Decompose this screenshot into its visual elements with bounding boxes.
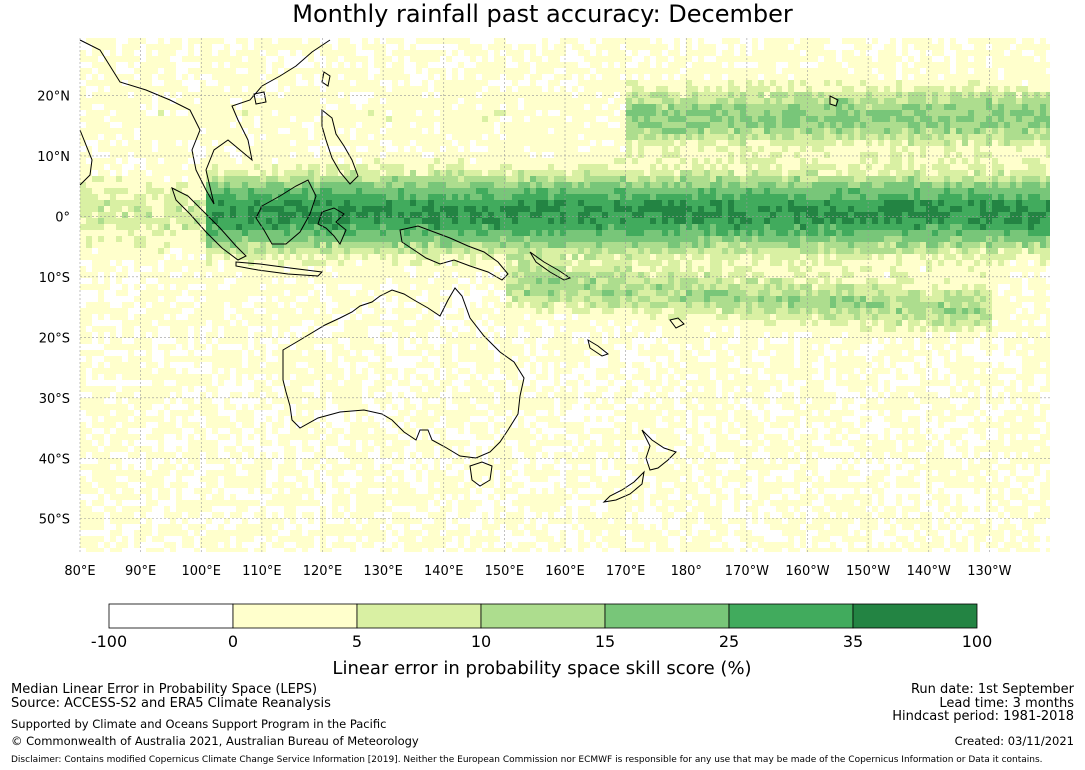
philippines-coastline: [321, 108, 359, 185]
lat-label: 20°S: [39, 331, 70, 346]
colorbar-bin: [728, 603, 854, 629]
lon-label: 80°E: [64, 564, 95, 579]
lon-label: 160°E: [545, 564, 585, 579]
footer-hindcast: Hindcast period: 1981-2018: [892, 709, 1074, 724]
lat-label: 40°S: [39, 452, 70, 467]
map-title: Monthly rainfall past accuracy: December: [292, 0, 793, 28]
lon-label: 100°E: [181, 564, 221, 579]
colorbar: [108, 603, 978, 629]
colorbar-tick: 35: [843, 632, 863, 651]
lon-label: 130°W: [967, 564, 1011, 579]
colorbar-tick: 0: [228, 632, 238, 651]
colorbar-bin: [852, 603, 978, 629]
lon-label: 170°E: [606, 564, 646, 579]
footer-disclaimer: Disclaimer: Contains modified Copernicus…: [11, 755, 1043, 765]
nz-south-coastline: [602, 470, 645, 503]
lat-label: 10°S: [39, 271, 70, 286]
colorbar-bin: [480, 603, 606, 629]
colorbar-bin: [108, 603, 234, 629]
colorbar-bin: [232, 603, 358, 629]
colorbar-tick: 5: [352, 632, 362, 651]
sumatra-coastline: [171, 187, 247, 261]
lon-label: 180°: [671, 564, 702, 579]
lon-label: 140°E: [424, 564, 464, 579]
latitude-labels: 20°N 10°N 0° 10°S 20°S 30°S 40°S 50°S: [37, 89, 70, 527]
borneo-coastline: [255, 179, 317, 245]
hawaii-coastline: [829, 95, 839, 107]
java-coastline: [235, 261, 324, 277]
lat-label: 50°S: [39, 513, 70, 528]
skill-map: 20°N 10°N 0° 10°S 20°S 30°S 40°S 50°S 80°E 90°E 1…: [37, 38, 1050, 679]
lon-label: 150°W: [846, 564, 890, 579]
lat-label: 10°N: [37, 150, 70, 165]
australia-coastline: [282, 287, 525, 459]
lat-label: 30°S: [39, 392, 70, 407]
new-caledonia-coastline: [587, 338, 610, 357]
fiji-coastline: [669, 317, 685, 329]
colorbar-tick: 15: [595, 632, 615, 651]
lon-label: 150°E: [485, 564, 525, 579]
footer-created: Created: 03/11/2021: [954, 734, 1074, 748]
colorbar-tick: 25: [719, 632, 739, 651]
lon-label: 140°W: [907, 564, 951, 579]
lat-label: 0°: [55, 210, 70, 225]
coastlines: [79, 39, 839, 503]
graticule: [79, 38, 1050, 552]
colorbar-tick: 100: [962, 632, 993, 651]
longitude-labels: 80°E 90°E 100°E 110°E 120°E 130°E 140°E 150°E 16…: [64, 564, 1011, 579]
footer-run-date: Run date: 1st September: [910, 682, 1074, 697]
colorbar-label: Linear error in probability space skill …: [332, 658, 751, 679]
footer-support: Supported by Climate and Oceans Support …: [11, 717, 387, 731]
footer-source: Source: ACCESS-S2 and ERA5 Climate Reana…: [11, 696, 331, 711]
hainan-coastline: [253, 91, 267, 105]
lon-label: 170°W: [725, 564, 769, 579]
colorbar-bin: [356, 603, 482, 629]
lon-label: 160°W: [785, 564, 829, 579]
footer-method: Median Linear Error in Probability Space…: [11, 682, 318, 697]
colorbar-tick: -100: [91, 632, 127, 651]
sulawesi-coastline: [317, 207, 347, 245]
colorbar-bin: [604, 603, 730, 629]
new-guinea-coastline: [399, 225, 509, 281]
tasmania-coastline: [469, 461, 493, 487]
colorbar-tick: 10: [471, 632, 491, 651]
footer-copyright: © Commonwealth of Australia 2021, Austra…: [11, 734, 419, 748]
lon-label: 90°E: [125, 564, 156, 579]
colorbar-tick-labels: -100 0 5 10 15 25 35 100: [91, 632, 992, 651]
lon-label: 120°E: [303, 564, 343, 579]
lat-label: 20°N: [37, 89, 70, 104]
solomons-coastline: [529, 251, 572, 281]
lon-label: 110°E: [242, 564, 282, 579]
india-coastline: [79, 129, 93, 186]
footer-lead-time: Lead time: 3 months: [939, 696, 1074, 711]
nz-north-coastline: [641, 429, 677, 471]
lon-label: 130°E: [363, 564, 403, 579]
skill-score-grid: [80, 38, 1050, 552]
